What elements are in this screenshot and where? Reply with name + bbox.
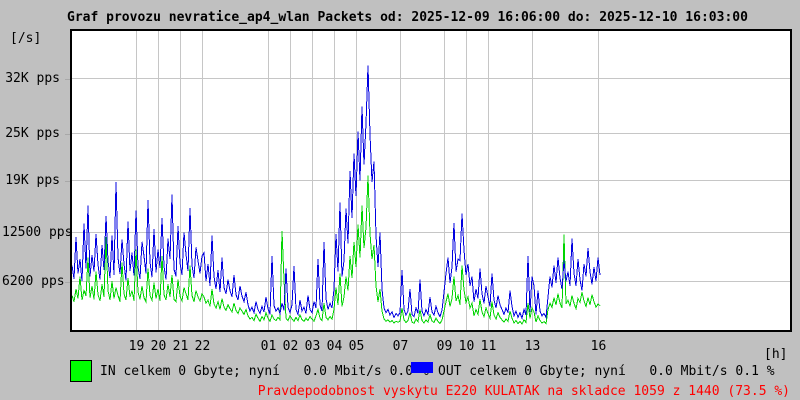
legend-out-color-swatch xyxy=(411,362,433,373)
x-axis-tick-label: 03 xyxy=(304,339,321,354)
y-axis-tick-mark xyxy=(65,232,70,234)
x-axis-tick-label: 07 xyxy=(392,339,409,354)
y-axis-tick-mark xyxy=(65,180,70,182)
traffic-plot-svg xyxy=(72,31,790,330)
x-axis-tick-label: 16 xyxy=(590,339,607,354)
legend-in-label: IN celkem 0 Gbyte; nyní 0.0 Mbit/s 0.0 % xyxy=(100,364,429,379)
y-axis-tick-label: 19K pps xyxy=(5,172,60,188)
x-axis-tick-label: 22 xyxy=(194,339,211,354)
x-axis-tick-label: 19 xyxy=(128,339,145,354)
y-axis-unit-label: [/s] xyxy=(10,31,42,46)
chart-title: Graf provozu nevratice_ap4_wlan Packets … xyxy=(67,10,748,25)
legend-in-color-swatch xyxy=(70,360,92,382)
in-series-line xyxy=(72,175,601,326)
y-axis-tick-label: 12500 pps xyxy=(2,224,73,240)
status-probability-text: Pravdepodobnost vyskytu E220 KULATAK na … xyxy=(257,384,790,399)
y-axis-tick-mark xyxy=(65,78,70,80)
y-axis-tick-mark xyxy=(65,133,70,135)
y-axis-tick-label: 6200 pps xyxy=(2,273,65,289)
x-axis-tick-label: 04 xyxy=(326,339,343,354)
x-axis-tick-label: 11 xyxy=(480,339,497,354)
y-axis-tick-mark xyxy=(65,281,70,283)
x-axis-unit-label: [h] xyxy=(764,347,788,362)
x-axis-tick-label: 05 xyxy=(348,339,365,354)
legend-out-label: OUT celkem 0 Gbyte; nyní 0.0 Mbit/s 0.1 … xyxy=(438,364,775,379)
y-axis-tick-label: 25K pps xyxy=(5,125,60,141)
traffic-chart-plot-area xyxy=(70,29,792,332)
x-axis-tick-label: 20 xyxy=(150,339,167,354)
out-series-line xyxy=(72,65,601,320)
x-axis-tick-label: 02 xyxy=(282,339,299,354)
y-axis-tick-label: 32K pps xyxy=(5,70,60,86)
x-axis-tick-label: 01 xyxy=(260,339,277,354)
x-axis-tick-label: 13 xyxy=(524,339,541,354)
x-axis-tick-label: 10 xyxy=(458,339,475,354)
x-axis-tick-label: 21 xyxy=(172,339,189,354)
x-axis-tick-label: 09 xyxy=(436,339,453,354)
